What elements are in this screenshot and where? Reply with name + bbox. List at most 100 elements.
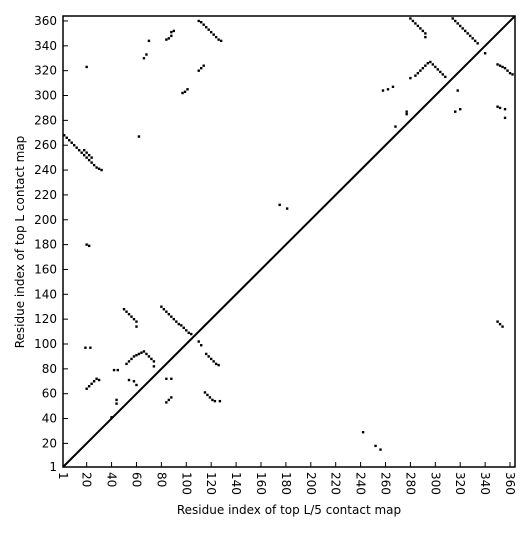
contact-point [122, 308, 126, 311]
contact-point [496, 320, 499, 323]
contact-point [95, 377, 98, 380]
contact-point [137, 352, 141, 356]
x-tick-label: 320 [453, 472, 467, 495]
x-tick-label: 280 [403, 472, 417, 495]
contact-point [498, 106, 502, 110]
contact-point [217, 38, 220, 41]
contact-point [414, 74, 417, 77]
contact-point [211, 398, 214, 402]
contact-point [175, 320, 178, 323]
contact-point [209, 30, 213, 34]
contact-point [170, 396, 173, 399]
y-tick-label: 240 [34, 163, 57, 177]
contact-point [112, 368, 116, 372]
contact-point [145, 352, 148, 356]
contact-point [214, 362, 218, 366]
contact-point [130, 357, 133, 361]
x-tick-label: 340 [478, 472, 492, 495]
x-tick-label: 20 [80, 472, 94, 487]
x-tick-label: 300 [428, 472, 442, 495]
contact-point [379, 448, 382, 451]
y-axis-label: Residue index of top L contact map [13, 136, 27, 349]
contact-point [209, 357, 213, 361]
contact-point [87, 385, 91, 388]
diagonal-line [62, 15, 516, 468]
contact-point [87, 153, 91, 157]
contact-point [424, 64, 427, 67]
contact-point [416, 24, 420, 28]
x-tick-label: 120 [204, 472, 218, 495]
contact-point [150, 357, 153, 361]
contact-point [145, 53, 148, 56]
contact-point [386, 88, 390, 91]
contact-point [115, 398, 118, 402]
contact-point [92, 380, 96, 383]
contact-point [152, 365, 156, 368]
x-tick-label: 80 [154, 472, 168, 487]
contact-point [473, 39, 477, 43]
contact-point [63, 134, 66, 137]
contact-point [177, 322, 181, 326]
contact-point [421, 29, 425, 33]
contact-point [496, 63, 499, 66]
contact-point [207, 28, 210, 31]
contact-point [125, 310, 128, 313]
contact-point [441, 73, 444, 76]
contact-point [147, 355, 151, 358]
contact-point [170, 30, 173, 34]
x-tick-label: 1 [56, 472, 70, 480]
contact-point [77, 148, 81, 152]
contact-point [127, 312, 131, 316]
contact-point [87, 244, 91, 248]
contact-point [140, 351, 143, 354]
y-tick-label: 300 [34, 89, 57, 103]
x-tick-label: 200 [304, 472, 318, 495]
contact-point [85, 243, 88, 246]
contact-point [409, 76, 412, 80]
contact-point [503, 66, 507, 70]
contact-point [137, 135, 141, 138]
contact-point [206, 393, 209, 397]
contact-point [208, 396, 212, 399]
contact-point [405, 110, 408, 113]
x-tick-label: 180 [279, 472, 293, 495]
contact-point [456, 89, 459, 92]
plot-frame [62, 15, 516, 468]
contact-point [68, 139, 71, 142]
contact-point [381, 89, 385, 92]
contact-point [468, 34, 472, 38]
y-tick-label: 280 [34, 113, 57, 127]
contact-point [429, 60, 432, 64]
contact-point [135, 320, 138, 323]
contact-point [511, 73, 514, 76]
contact-point [73, 144, 76, 147]
contact-point [147, 39, 151, 43]
contact-point [508, 71, 512, 75]
contact-point [218, 399, 222, 403]
y-tick-label: 320 [34, 64, 57, 78]
contact-point [142, 57, 146, 60]
contact-point [200, 66, 203, 70]
contact-point [202, 23, 205, 26]
contact-point [483, 52, 487, 55]
contact-point [90, 161, 93, 164]
contact-point [197, 340, 200, 343]
contact-point [170, 377, 173, 380]
contact-point [361, 431, 365, 434]
contact-point [451, 17, 454, 20]
contact-point [165, 310, 168, 313]
y-tick-label: 260 [34, 138, 57, 152]
contact-point [182, 326, 185, 330]
contact-point [85, 151, 88, 154]
contact-point [152, 360, 156, 363]
contact-point [100, 168, 103, 172]
contact-point [185, 329, 188, 332]
x-tick-label: 140 [229, 472, 243, 495]
contact-point [90, 156, 93, 159]
contact-point [172, 317, 176, 321]
x-tick-label: 240 [354, 472, 368, 495]
contact-point [85, 387, 88, 390]
contact-point [190, 332, 193, 336]
y-tick-label: 200 [34, 213, 57, 227]
